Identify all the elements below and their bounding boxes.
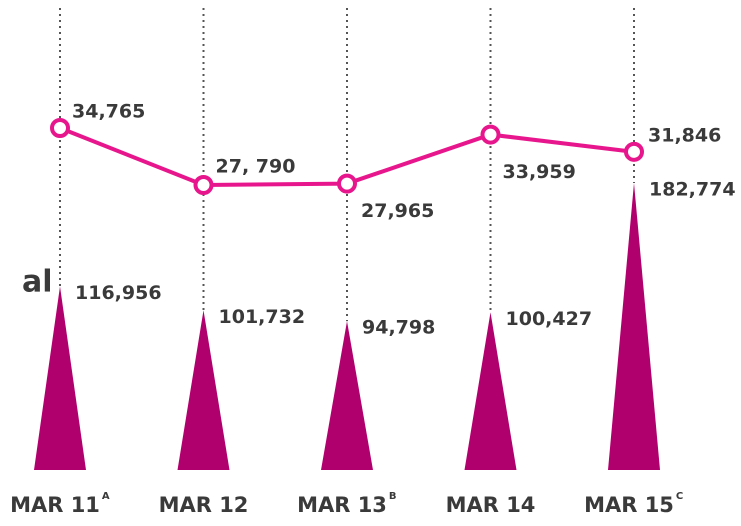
point: [480, 124, 501, 145]
spike-label: 94,798: [362, 317, 435, 339]
line-label: 33,959: [503, 161, 576, 183]
cropped-label: al: [22, 265, 53, 300]
spike-label: 116,956: [75, 282, 162, 304]
x-tick-label: MAR 13: [297, 493, 387, 517]
point: [337, 173, 357, 194]
line-label: 31,846: [648, 124, 721, 146]
spike: [464, 312, 517, 470]
point: [193, 175, 214, 195]
spike: [177, 310, 230, 470]
spike-label: 100,427: [506, 308, 593, 330]
category-note: B: [389, 491, 397, 502]
line-label: 34,765: [72, 101, 145, 123]
category-note: C: [676, 491, 683, 502]
point: [50, 118, 70, 138]
spike: [34, 286, 86, 470]
category-note: A: [102, 491, 110, 502]
spike: [608, 183, 660, 470]
x-tick-label: MAR 14: [446, 493, 536, 517]
x-tick-label: MAR 15: [584, 493, 674, 517]
spike: [321, 321, 373, 470]
x-tick-label: MAR 11: [10, 493, 100, 517]
x-tick-label: MAR 12: [159, 493, 249, 517]
point: [624, 141, 644, 162]
line-label: 27,965: [361, 200, 434, 222]
line-label: 27, 790: [216, 156, 296, 178]
spike-label: 182,774: [649, 179, 736, 201]
spike-label: 101,732: [219, 306, 306, 328]
